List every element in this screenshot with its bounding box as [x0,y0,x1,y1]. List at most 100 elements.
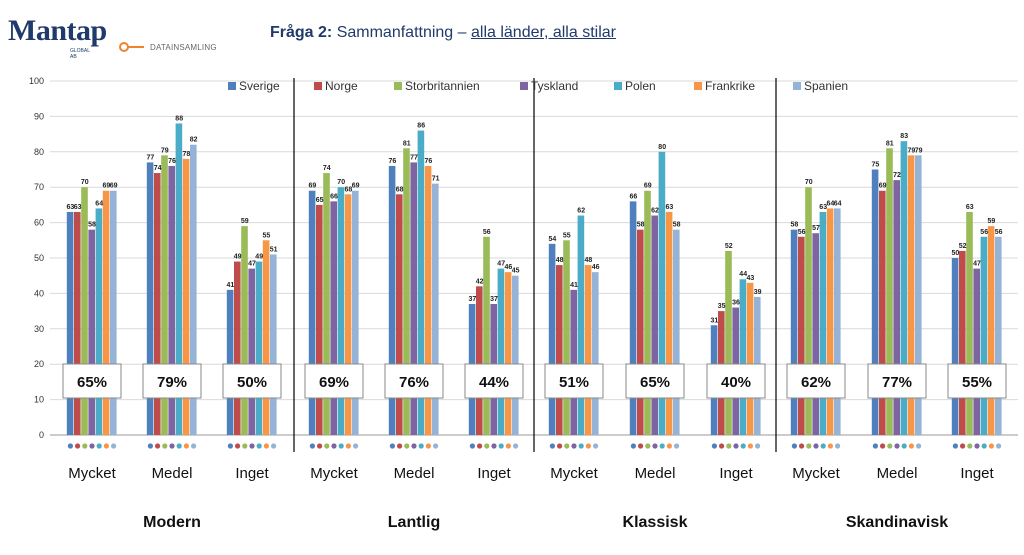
title-question: Fråga 2: [270,24,333,41]
summary-value: 44% [479,374,509,391]
data-label: 69 [352,183,360,190]
legend-label: Sverige [239,79,280,93]
data-label: 51 [270,246,278,253]
bar-tyskland [973,268,980,435]
bar-norge [396,194,403,435]
style-label: Inget [719,465,753,482]
bar-tyskland [893,180,900,435]
flag-icon [585,443,592,449]
bar-sverige [226,289,234,435]
data-label: 36 [732,300,740,307]
flag-icon [901,443,907,449]
data-label: 66 [630,193,638,200]
flag-icon [952,443,959,449]
flag-icon [638,443,644,449]
data-label: 70 [337,179,345,186]
flag-icon [477,443,483,449]
summary-value: 51% [559,374,589,391]
data-label: 69 [110,183,118,190]
data-label: 68 [396,186,404,193]
flag-icon [981,443,987,449]
data-label: 37 [490,296,498,303]
bar-norge [879,190,886,435]
bar-frankrike [665,211,673,435]
summary-box [544,363,604,399]
bar-frankrike [344,194,352,435]
bar-storbritannien [241,226,248,435]
bar-frankrike [424,165,432,435]
flag-icon [719,443,725,449]
summary-value: 79% [157,374,187,391]
data-label: 58 [88,222,96,229]
summary-box [222,363,282,399]
data-label: 69 [103,183,111,190]
bar-polen [658,151,666,436]
flag-icon [271,443,277,449]
bar-polen [980,236,988,435]
flag-icon [726,443,732,449]
data-label: 79 [908,147,916,154]
y-tick-label: 0 [39,430,44,440]
bar-storbritannien [161,155,168,435]
style-label: Medel [635,465,676,482]
data-label: 58 [791,222,799,229]
bar-spanien [432,183,439,435]
data-label: 56 [995,229,1003,236]
style-label: Mycket [550,465,598,482]
data-label: 76 [168,158,176,165]
bar-tyskland [88,229,95,435]
flag-icon [397,443,403,449]
flag-icon [433,443,439,449]
data-label: 37 [469,296,477,303]
data-label: 54 [549,236,557,243]
flag-icon [659,443,665,449]
style-label: Mycket [792,465,840,482]
bar-sverige [146,162,154,436]
title-link: alla länder, alla stilar [471,24,616,41]
bar-spanien [352,190,359,435]
bar-storbritannien [563,240,570,435]
bar-storbritannien [403,148,410,435]
bar-norge [476,286,483,435]
data-label: 74 [323,165,331,172]
bar-storbritannien [483,236,490,435]
data-label: 74 [154,165,162,172]
data-label: 56 [798,229,806,236]
bar-sverige [951,258,959,435]
category-label: Klassisk [623,514,688,531]
flag-icon [469,443,475,449]
data-label: 41 [227,282,235,289]
flag-icon [176,443,182,449]
data-label: 31 [711,317,719,324]
flag-icon [872,443,879,449]
bar-sverige [308,190,316,435]
summary-box [384,363,444,399]
summary-value: 40% [721,374,751,391]
data-label: 59 [241,218,249,225]
bar-polen [95,208,103,435]
data-label: 77 [410,154,418,161]
bar-frankrike [826,208,834,435]
flag-icon [89,443,95,449]
flag-icon [82,443,88,449]
flag-icon [96,443,102,449]
flag-icon [155,443,161,449]
summary-value: 69% [319,374,349,391]
flag-icon [505,443,511,449]
flag-icon [557,443,563,449]
bar-norge [154,173,161,436]
flag-icon [674,443,680,449]
data-label: 80 [658,144,666,151]
bar-norge [234,261,241,435]
bar-polen [497,268,505,435]
bar-norge [316,204,323,435]
bar-tyskland [812,233,819,435]
summary-box [625,363,685,399]
legend-swatch [520,82,528,90]
flag-icon [324,443,330,449]
legend-label: Storbritannien [405,79,480,93]
flag-icon [827,443,834,449]
flag-icon [67,443,73,449]
data-label: 77 [147,154,155,161]
data-label: 45 [512,268,520,275]
